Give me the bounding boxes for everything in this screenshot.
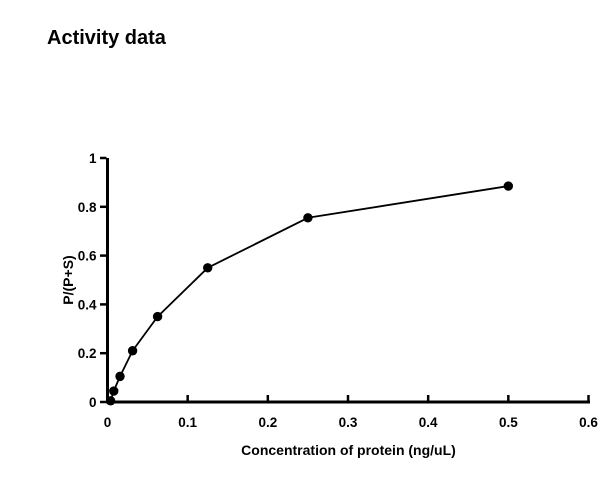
data-point: [127, 346, 138, 356]
chart-plot-area: 0 0.2 0.4 0.6 0.8 1 0 0.1 0.2 0.3 0.4 0.5 0.6: [78, 151, 599, 430]
data-point: [303, 213, 313, 223]
data-point: [105, 396, 116, 406]
data-point: [109, 386, 119, 396]
y-tick-label: 0.6: [78, 249, 97, 264]
data-point: [503, 181, 514, 191]
data-point: [152, 311, 163, 322]
activity-chart: Activity data 0 0.2 0.4 0.6 0.8 1 0 0.1 0.2 0.3 0.…: [40, 16, 607, 477]
data-point: [115, 371, 125, 382]
chart-title: Activity data: [47, 27, 166, 49]
x-tick-label: 0.6: [579, 415, 598, 430]
x-tick-label: 0.3: [339, 415, 358, 430]
x-tick-label: 0.2: [258, 415, 277, 430]
y-tick-label: 0.8: [78, 200, 97, 215]
x-axis-title: Concentration of protein (ng/uL): [241, 442, 456, 458]
y-tick-label: 1: [89, 151, 97, 166]
y-tick-label: 0.2: [78, 346, 97, 361]
y-tick-label: 0.4: [78, 297, 97, 312]
x-tick-label: 0.1: [178, 415, 197, 430]
y-axis-title: P/(P+S): [60, 255, 76, 305]
x-tick-label: 0: [104, 415, 112, 430]
y-tick-label: 0: [89, 395, 97, 410]
data-point: [203, 263, 213, 273]
x-tick-label: 0.4: [419, 415, 438, 430]
x-tick-label: 0.5: [499, 415, 518, 430]
